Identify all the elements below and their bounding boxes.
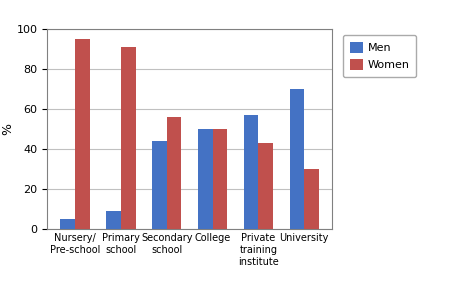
Bar [121, 47, 136, 229]
Bar [167, 117, 182, 229]
Bar [258, 143, 273, 229]
Bar [212, 129, 227, 229]
Y-axis label: %: % [1, 123, 14, 135]
Bar [244, 115, 258, 229]
Bar [106, 211, 121, 229]
Bar [152, 141, 167, 229]
Bar [75, 39, 90, 229]
Bar [304, 169, 319, 229]
Bar [290, 89, 304, 229]
Bar [198, 129, 212, 229]
Bar [60, 219, 75, 229]
Legend: Men, Women: Men, Women [343, 35, 416, 77]
